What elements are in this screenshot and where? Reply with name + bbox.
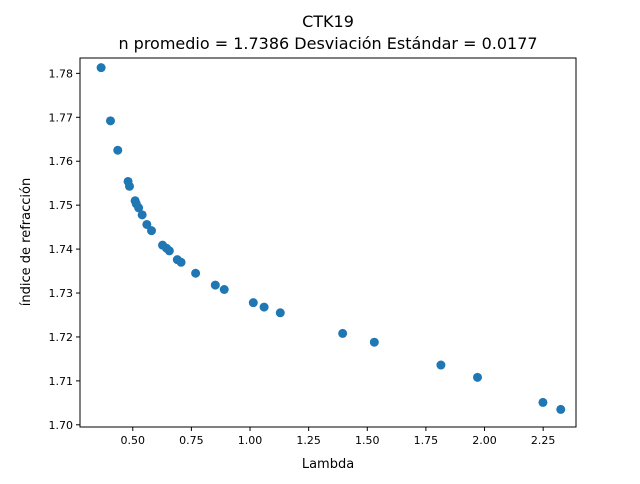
data-point — [142, 219, 152, 229]
data-point — [137, 210, 147, 220]
data-point — [275, 308, 285, 318]
x-tick-label: 2.25 — [531, 434, 556, 447]
x-tick-label: 1.75 — [414, 434, 439, 447]
chart-title: CTK19 — [302, 12, 354, 31]
data-point — [105, 116, 115, 126]
data-point — [219, 285, 229, 295]
chart-subtitle: n promedio = 1.7386 Desviación Estándar … — [118, 34, 537, 53]
data-point — [556, 404, 566, 414]
y-tick-label: 1.77 — [49, 111, 74, 124]
data-points — [96, 63, 566, 414]
plot-frame — [79, 57, 577, 428]
x-tick-label: 2.00 — [472, 434, 497, 447]
x-tick-label: 1.00 — [238, 434, 263, 447]
y-tick-label: 1.78 — [49, 67, 74, 80]
y-tick-label: 1.73 — [49, 287, 74, 300]
y-tick-label: 1.74 — [49, 243, 74, 256]
data-point — [124, 181, 134, 191]
x-tick-label: 0.50 — [121, 434, 146, 447]
data-point — [338, 328, 348, 338]
data-point — [164, 246, 174, 256]
data-point — [248, 298, 258, 308]
data-point — [191, 268, 201, 278]
y-tick-label: 1.75 — [49, 199, 74, 212]
data-point — [436, 360, 446, 370]
data-point — [176, 257, 186, 267]
data-point — [369, 337, 379, 347]
data-point — [96, 63, 106, 73]
axis-ticks: 0.50 0.75 1.00 1.25 1.50 1.75 2.00 2.25 1.70 1.71… — [49, 67, 556, 447]
y-tick-label: 1.71 — [49, 375, 74, 388]
data-point — [210, 280, 220, 290]
x-tick-label: 1.50 — [355, 434, 380, 447]
data-point — [147, 226, 157, 236]
y-tick-label: 1.70 — [49, 419, 74, 432]
data-point — [259, 302, 269, 312]
y-tick-label: 1.76 — [49, 155, 74, 168]
data-point — [538, 397, 548, 407]
y-axis-label: índice de refracción — [19, 178, 34, 306]
x-tick-label: 0.75 — [179, 434, 204, 447]
data-point — [473, 372, 483, 382]
x-tick-label: 1.25 — [296, 434, 321, 447]
y-tick-label: 1.72 — [49, 331, 74, 344]
data-point — [134, 203, 144, 213]
data-point — [113, 145, 123, 155]
x-axis-label: Lambda — [302, 457, 354, 472]
